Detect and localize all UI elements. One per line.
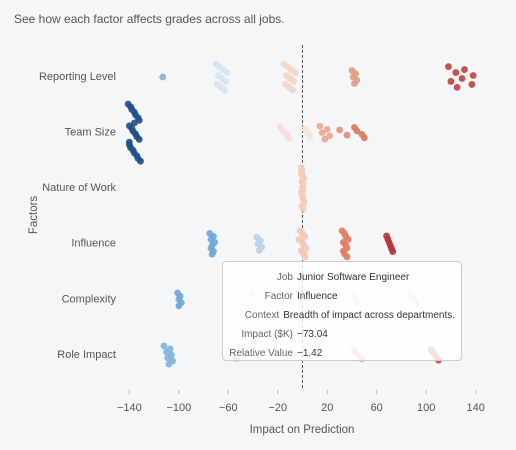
point	[257, 237, 264, 244]
point	[135, 136, 143, 143]
point	[447, 78, 455, 85]
x-axis-label: Impact on Prediction	[250, 424, 355, 436]
point	[130, 119, 138, 127]
x-tick-label: 60	[371, 402, 383, 414]
point	[326, 132, 334, 140]
point	[458, 75, 466, 82]
point	[353, 76, 361, 84]
point	[125, 138, 133, 146]
point	[169, 357, 177, 365]
point	[301, 253, 309, 261]
x-tick-label: 140	[466, 402, 484, 414]
point	[137, 157, 144, 165]
point	[468, 81, 476, 88]
x-tick-label: −100	[166, 402, 191, 414]
factor-label: Team Size	[65, 127, 116, 139]
point	[289, 86, 297, 94]
point	[469, 72, 477, 79]
tooltip-label: Job	[276, 272, 293, 283]
point	[352, 70, 360, 78]
point	[210, 247, 217, 255]
tooltip-value: Influence	[297, 291, 338, 302]
tooltip-value: −73.04	[297, 329, 328, 340]
tooltip-row: Factor Influence	[229, 287, 455, 306]
point	[321, 135, 329, 143]
point	[159, 73, 167, 81]
point	[389, 248, 397, 256]
point	[323, 125, 331, 133]
point	[452, 69, 460, 76]
point	[177, 299, 185, 307]
x-tick-label: 100	[417, 402, 435, 414]
point	[258, 243, 266, 251]
point	[166, 345, 174, 353]
point	[285, 134, 293, 142]
point	[360, 134, 368, 142]
point	[221, 86, 228, 94]
point	[343, 131, 351, 139]
point	[299, 180, 307, 188]
point	[461, 66, 468, 73]
tooltip-row: Relative Value −1.42	[229, 344, 455, 363]
x-tick-label: 20	[321, 402, 333, 414]
x-tick-label: −60	[219, 402, 238, 414]
point	[344, 236, 352, 243]
factor-label: Role Impact	[57, 349, 116, 361]
tooltip-label: Impact ($K)	[241, 329, 293, 340]
factor-label: Influence	[71, 238, 116, 250]
tooltip-value: Breadth of impact across departments.	[283, 310, 455, 321]
point	[222, 77, 230, 85]
tooltip-row: Context Breadth of impact across departme…	[229, 306, 455, 325]
point	[306, 133, 314, 140]
point	[336, 126, 343, 134]
point	[353, 127, 361, 135]
point	[343, 253, 351, 261]
tooltip-row: Impact ($K) −73.04	[229, 325, 455, 344]
point	[211, 238, 219, 246]
point	[295, 236, 303, 243]
point	[316, 122, 324, 130]
point	[299, 194, 306, 202]
tooltip-label: Relative Value	[229, 348, 293, 359]
point	[223, 69, 231, 77]
point	[445, 63, 452, 70]
x-tick-label: −140	[117, 402, 142, 414]
point	[160, 342, 168, 350]
tooltip: Job Junior Software Engineer Factor Influen…	[222, 261, 462, 361]
subtitle: See how each factor affects grades acros…	[14, 12, 285, 26]
point	[290, 77, 298, 85]
point	[176, 292, 184, 300]
tooltip-label: Factor	[264, 291, 293, 302]
point	[210, 232, 217, 240]
tooltip-row: Job Junior Software Engineer	[229, 268, 455, 287]
point	[291, 69, 299, 77]
factor-label: Nature of Work	[42, 182, 116, 194]
point	[301, 233, 309, 240]
y-axis-label: Factors	[28, 196, 40, 235]
point	[453, 84, 461, 91]
point	[302, 244, 310, 252]
point	[318, 129, 326, 137]
factor-label: Reporting Level	[39, 71, 116, 83]
point	[135, 116, 143, 124]
point	[298, 166, 306, 174]
point	[168, 351, 175, 359]
tooltip-value: Junior Software Engineer	[297, 272, 410, 283]
tooltip-label: Context	[244, 310, 280, 321]
point	[343, 244, 351, 252]
x-tick-label: −20	[268, 402, 287, 414]
tooltip-value: −1.42	[297, 348, 323, 359]
factor-label: Complexity	[62, 293, 117, 305]
